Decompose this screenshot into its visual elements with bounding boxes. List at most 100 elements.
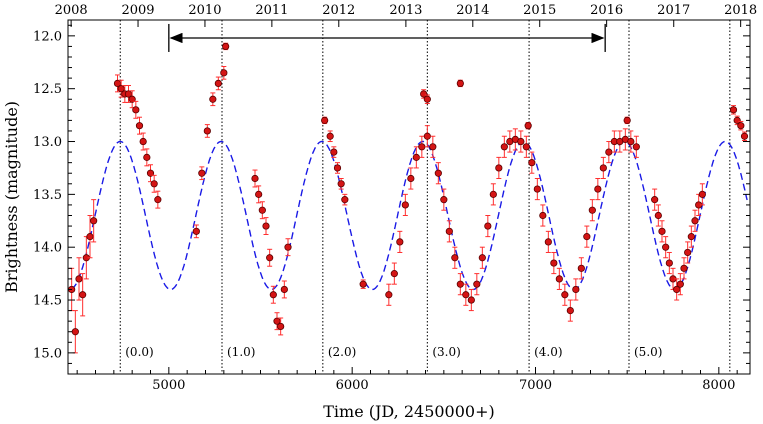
data-point (390, 270, 398, 278)
data-point (658, 227, 666, 235)
data-point (220, 69, 228, 77)
data-point (676, 280, 684, 288)
year-tick-label: 2012 (322, 3, 355, 18)
data-point (651, 196, 659, 204)
phase-marker-label: (2.0) (328, 345, 356, 359)
data-point (135, 122, 144, 130)
observation-layer (68, 42, 749, 354)
data-point (632, 143, 640, 151)
data-point (462, 291, 470, 299)
data-point (222, 42, 230, 51)
data-point (434, 169, 442, 177)
data-point (495, 164, 503, 172)
data-point (729, 106, 738, 114)
data-point (429, 143, 437, 151)
data-point (561, 291, 569, 299)
data-point (277, 322, 285, 331)
y-tick-label: 13.5 (33, 188, 62, 203)
data-point (605, 148, 613, 156)
data-point (528, 159, 536, 167)
tick-layer: 5000 6000 7000 8000 12.0 12.5 13.0 13.5 14.0 14.5… (33, 3, 757, 393)
data-point (321, 116, 329, 124)
data-point (154, 196, 162, 204)
y-tick-label: 14.0 (33, 241, 62, 256)
data-point (79, 291, 87, 299)
data-point (456, 79, 464, 88)
data-point (733, 116, 741, 124)
data-point (544, 238, 552, 246)
data-point (75, 275, 83, 283)
span-arrow-layer (168, 23, 606, 52)
data-point (654, 211, 662, 220)
data-point (627, 137, 635, 146)
data-point (517, 137, 525, 146)
model-curve-line (71, 140, 748, 291)
data-point (209, 95, 217, 103)
data-point (594, 185, 602, 193)
data-point (330, 148, 338, 156)
data-point (251, 174, 259, 183)
data-point (478, 254, 486, 262)
data-point (680, 264, 688, 272)
data-point (214, 79, 222, 88)
data-point (90, 217, 98, 225)
data-point (583, 233, 591, 241)
data-point (623, 116, 631, 124)
data-point (737, 122, 745, 130)
data-point (484, 222, 492, 230)
data-point (522, 143, 530, 151)
data-point (533, 185, 541, 193)
x-tick-label: 5000 (152, 378, 185, 393)
data-point (423, 95, 431, 103)
data-point (423, 132, 431, 140)
data-point (412, 153, 420, 161)
data-point (698, 190, 706, 198)
data-point (550, 259, 558, 267)
phase-marker-label: (0.0) (125, 345, 153, 359)
year-tick-label: 2015 (523, 3, 556, 18)
year-tick-label: 2016 (590, 3, 623, 18)
data-point (524, 122, 532, 130)
data-point (599, 164, 607, 172)
data-point (440, 196, 448, 204)
data-point (740, 132, 749, 140)
x-tick-label: 7000 (519, 378, 552, 393)
y-tick-label: 12.0 (33, 29, 62, 44)
data-point (143, 153, 151, 161)
data-point (401, 201, 409, 209)
data-point (359, 280, 367, 288)
y-tick-label: 15.0 (33, 346, 62, 361)
model-curve-layer (71, 140, 748, 291)
x-tick-label: 8000 (702, 378, 735, 393)
data-point (71, 328, 79, 336)
data-point (396, 238, 404, 246)
data-point (258, 206, 266, 214)
data-point (326, 132, 334, 140)
data-point (150, 180, 158, 188)
x-axis-title: Time (JD, 2450000+) (323, 402, 495, 421)
data-point (662, 243, 670, 251)
data-point (489, 190, 497, 198)
data-point (691, 217, 699, 225)
data-point (500, 143, 508, 151)
data-point (280, 285, 288, 294)
plot-frame (67, 19, 751, 375)
data-point (146, 169, 155, 177)
data-point (86, 233, 94, 241)
data-point (572, 285, 580, 294)
data-point (418, 143, 426, 151)
data-point (269, 291, 277, 299)
phase-marker-label: (3.0) (432, 345, 460, 359)
data-point (451, 254, 459, 262)
data-point (333, 164, 342, 172)
data-point (266, 254, 274, 262)
year-tick-label: 2008 (55, 3, 88, 18)
data-point (420, 90, 428, 98)
phase-marker-label: (4.0) (534, 345, 562, 359)
year-tick-label: 2011 (255, 3, 288, 18)
data-point (665, 259, 673, 267)
data-point (337, 180, 345, 188)
data-point (456, 280, 464, 288)
data-point (467, 296, 475, 304)
